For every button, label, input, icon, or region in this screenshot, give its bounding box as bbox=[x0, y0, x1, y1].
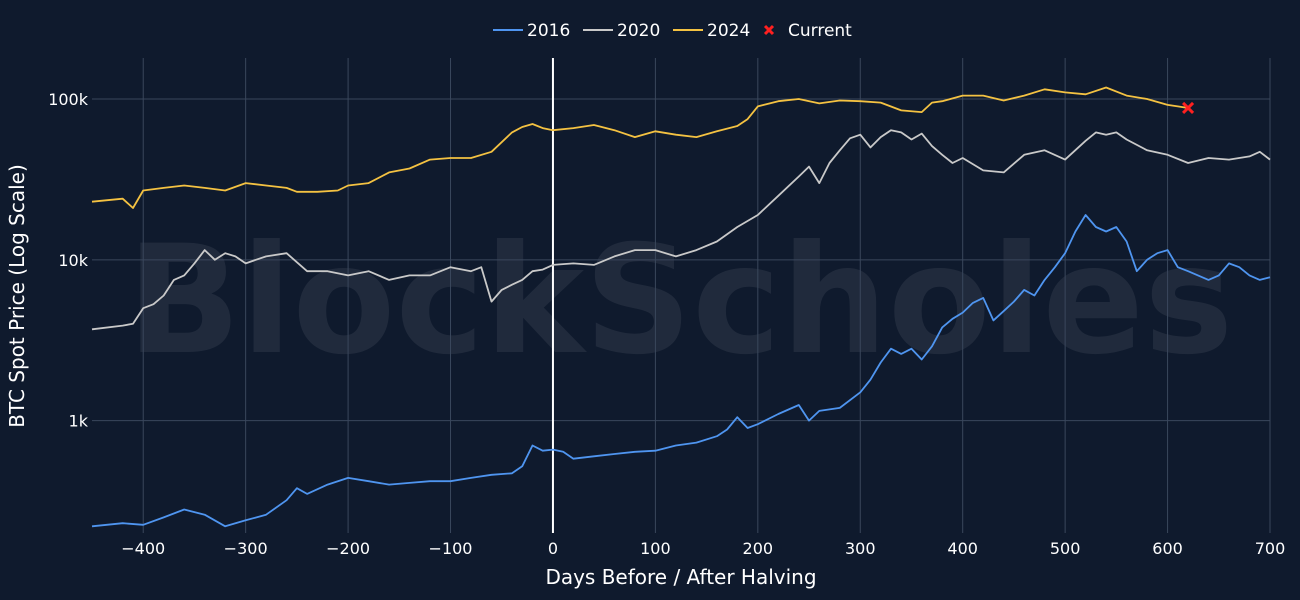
x-tick-label: 600 bbox=[1152, 539, 1183, 558]
x-tick-label: −400 bbox=[121, 539, 165, 558]
x-tick-label: 700 bbox=[1255, 539, 1286, 558]
legend-label: 2024 bbox=[707, 21, 750, 41]
legend-label: 2020 bbox=[617, 21, 660, 41]
legend-item: 2016 bbox=[493, 21, 570, 41]
legend-item: Current bbox=[763, 21, 852, 41]
series-line-2016 bbox=[91, 214, 1271, 528]
y-axis-title: BTC Spot Price (Log Scale) bbox=[5, 164, 29, 428]
series-line-2020 bbox=[91, 129, 1271, 331]
current-marker-stroke bbox=[1181, 101, 1195, 115]
legend-swatch bbox=[763, 24, 775, 36]
x-axis-title: Days Before / After Halving bbox=[545, 565, 816, 589]
legend-label: Current bbox=[788, 21, 852, 41]
x-tick-label: −300 bbox=[224, 539, 268, 558]
legend-item: 2024 bbox=[673, 21, 750, 41]
x-tick-label: 500 bbox=[1050, 539, 1081, 558]
watermark: BlockScholes bbox=[127, 214, 1234, 388]
x-tick-label: 100 bbox=[640, 539, 671, 558]
x-tick-label: 400 bbox=[947, 539, 978, 558]
legend-label: 2016 bbox=[527, 21, 570, 41]
x-tick-label: 300 bbox=[845, 539, 876, 558]
x-tick-label: 0 bbox=[548, 539, 558, 558]
y-tick-label: 1k bbox=[69, 412, 89, 431]
x-tick-label: −100 bbox=[429, 539, 473, 558]
series-line-2024 bbox=[91, 86, 1189, 209]
y-tick-label: 10k bbox=[58, 251, 88, 270]
legend-item: 2020 bbox=[583, 21, 660, 41]
y-tick-label: 100k bbox=[48, 90, 89, 109]
current-marker bbox=[1181, 101, 1195, 115]
x-tick-label: −200 bbox=[326, 539, 370, 558]
x-tick-label: 200 bbox=[743, 539, 774, 558]
